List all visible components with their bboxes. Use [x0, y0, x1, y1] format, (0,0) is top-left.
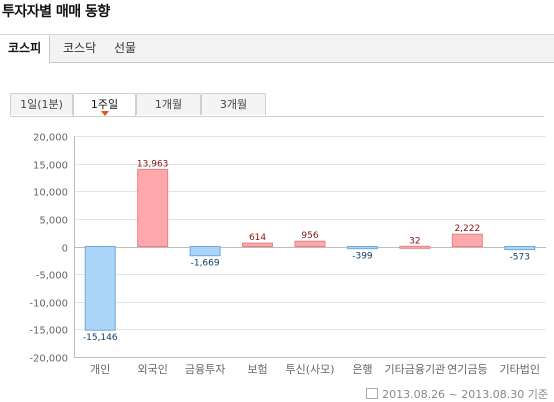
data-label: 956 [301, 231, 318, 241]
bar [451, 233, 483, 247]
bar [189, 246, 221, 257]
x-tick-label: 기타법인 [500, 363, 540, 376]
footer-date: 2013.08.26 ~ 2013.08.30 기준 [382, 388, 548, 401]
period-tabs-underline [10, 116, 544, 117]
bar [504, 246, 536, 251]
footer-date-note: 2013.08.26 ~ 2013.08.30 기준 [366, 386, 548, 402]
y-tick-label: 20,000 [33, 133, 68, 144]
y-tick-label: 10,000 [33, 188, 68, 199]
y-tick-label: 0 [62, 244, 68, 255]
x-tick-label: 보험 [247, 363, 267, 376]
x-tick-label: 은행 [352, 363, 372, 376]
bar [137, 168, 169, 247]
tab-1month-label: 1개월 [154, 98, 183, 111]
bar [294, 240, 326, 248]
y-tick-label: -15,000 [29, 326, 68, 337]
data-label: -15,146 [83, 333, 118, 343]
tab-1week-label: 1주일 [90, 98, 119, 111]
bar [84, 246, 116, 331]
x-tick-label: 기타금융기관 [385, 363, 446, 376]
x-tick-label: 연기금등 [447, 363, 487, 376]
page-title: 투자자별 매매 동향 [2, 4, 110, 20]
tab-futures[interactable]: 선물 [114, 41, 137, 55]
y-tick-label: 15,000 [33, 161, 68, 172]
data-label: 13,963 [137, 159, 169, 169]
y-tick-label: -10,000 [29, 299, 68, 310]
tab-1month[interactable]: 1개월 [136, 93, 201, 115]
bar [399, 245, 431, 249]
bar [242, 242, 274, 248]
tab-kosdaq[interactable]: 코스닥 [63, 41, 97, 55]
x-tick-label: 개인 [90, 363, 110, 376]
data-label: 2,222 [454, 224, 480, 234]
y-tick-label: 5,000 [39, 216, 68, 227]
y-tick-label: -5,000 [36, 271, 68, 282]
tab-kospi[interactable]: 코스피 [0, 35, 51, 63]
market-tabs: 코스피 코스닥 선물 [0, 34, 554, 63]
x-tick-label: 투신(사모) [285, 363, 334, 376]
tab-1day-label: 1일(1분) [20, 98, 63, 111]
data-label: -399 [352, 252, 373, 262]
data-label: 32 [409, 236, 420, 246]
data-label: 614 [249, 233, 266, 243]
selected-marker-icon [100, 111, 109, 116]
tab-3month[interactable]: 3개월 [201, 93, 266, 115]
data-label: -573 [510, 253, 530, 263]
calendar-icon [366, 388, 379, 399]
x-tick-label: 외국인 [137, 363, 167, 376]
x-tick-label: 금융투자 [185, 363, 225, 376]
investor-trading-chart: 20,000 15,000 10,000 5,000 0 -5,000 -10,000 -15… [29, 133, 546, 376]
tab-3month-label: 3개월 [219, 98, 248, 111]
bar [346, 246, 378, 250]
tab-1week[interactable]: 1주일 [73, 93, 136, 116]
tab-1day[interactable]: 1일(1분) [10, 93, 73, 115]
data-label: -1,669 [191, 259, 220, 269]
y-tick-label: -20,000 [29, 354, 68, 365]
